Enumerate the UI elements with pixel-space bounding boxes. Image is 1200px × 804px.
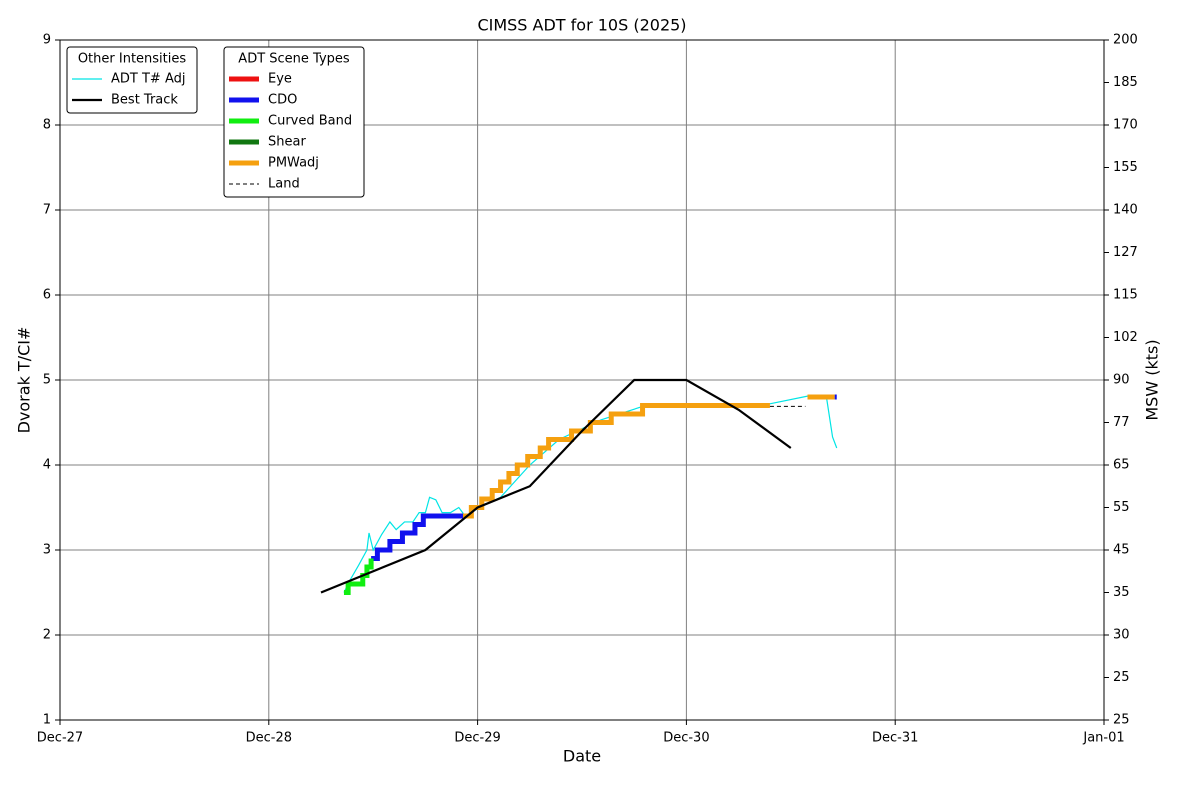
y2-tick-label: 30 [1113,628,1130,643]
y2-tick-label: 90 [1113,373,1130,388]
y-tick-label: 9 [43,33,51,48]
y2-tick-label: 102 [1113,330,1138,345]
legend-box [223,46,365,198]
legend-box [66,46,198,114]
y-tick-label: 1 [43,713,51,728]
legend-label: CDO [268,93,297,108]
y2-tick-label: 155 [1113,160,1138,175]
x-axis-label: Date [563,747,601,766]
y-tick-label: 6 [43,288,51,303]
x-tick-label: Dec-31 [872,731,918,746]
y2-axis-label: MSW (kts) [1143,339,1162,420]
y2-tick-label: 77 [1113,415,1130,430]
y-axis-label: Dvorak T/CI# [15,327,34,434]
legend-title: Other Intensities [78,52,187,67]
y-tick-label: 3 [43,543,51,558]
x-tick-label: Dec-27 [37,731,83,746]
series-line [320,378,792,594]
legend-label: PMWadj [268,156,319,171]
y2-tick-label: 200 [1113,33,1138,48]
x-tick-label: Jan-01 [1082,731,1124,746]
series-line [343,558,374,595]
y2-tick-label: 25 [1113,670,1130,685]
y2-tick-label: 35 [1113,585,1130,600]
y2-tick-label: 45 [1113,543,1130,558]
legend-label: Best Track [111,93,178,108]
x-tick-label: Dec-29 [454,731,500,746]
legend-label: Land [268,177,300,192]
series-line [371,394,837,561]
legend-title: ADT Scene Types [238,52,350,67]
plot-frame [59,39,1105,721]
legend-label: Eye [268,72,292,87]
y2-tick-label: 65 [1113,458,1130,473]
x-tick-label: Dec-30 [663,731,709,746]
y2-tick-label: 115 [1113,288,1138,303]
y-tick-label: 5 [43,373,51,388]
y2-tick-label: 185 [1113,75,1138,90]
y2-tick-label: 25 [1113,713,1130,728]
y2-tick-label: 170 [1113,118,1138,133]
chart-title: CIMSS ADT for 10S (2025) [477,16,686,35]
legend-label: Shear [268,135,306,150]
y2-tick-label: 55 [1113,500,1130,515]
y-tick-label: 8 [43,118,51,133]
y2-tick-label: 140 [1113,203,1138,218]
x-tick-label: Dec-28 [246,731,292,746]
series-line [462,394,835,519]
legend-label: ADT T# Adj [111,72,185,87]
y-tick-label: 7 [43,203,51,218]
y2-tick-label: 127 [1113,245,1138,260]
legend-label: Curved Band [268,114,352,129]
y-tick-label: 2 [43,628,51,643]
y-tick-label: 4 [43,458,51,473]
